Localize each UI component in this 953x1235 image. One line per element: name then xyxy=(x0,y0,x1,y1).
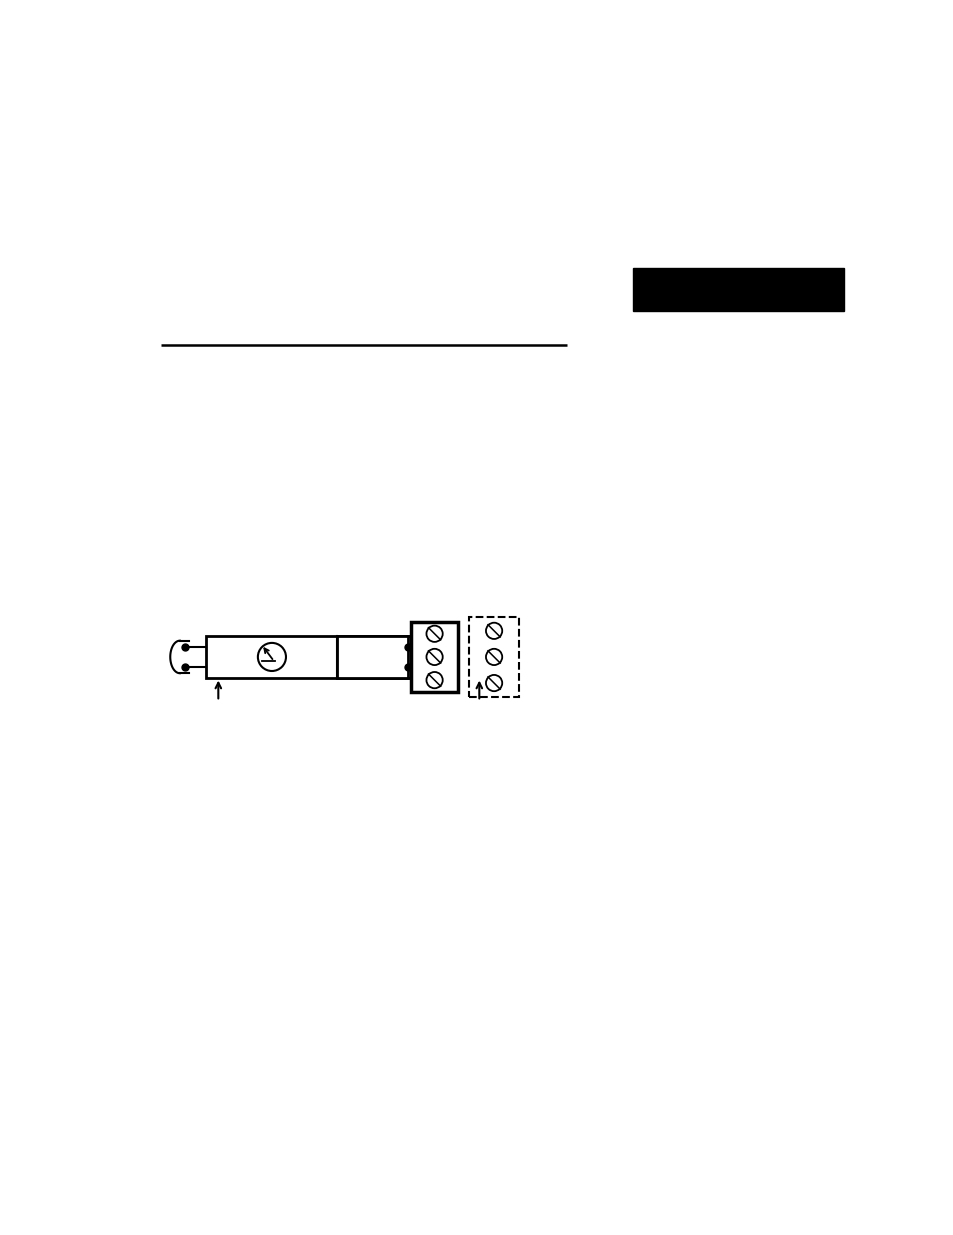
Circle shape xyxy=(426,626,442,642)
Circle shape xyxy=(485,674,501,692)
Circle shape xyxy=(485,648,501,666)
Bar xyxy=(337,636,407,678)
Circle shape xyxy=(426,672,442,688)
Circle shape xyxy=(485,622,501,638)
Bar xyxy=(411,622,457,692)
Circle shape xyxy=(257,643,286,671)
Bar xyxy=(633,268,842,311)
Circle shape xyxy=(426,648,442,666)
Bar xyxy=(206,636,424,678)
Bar xyxy=(469,618,518,697)
